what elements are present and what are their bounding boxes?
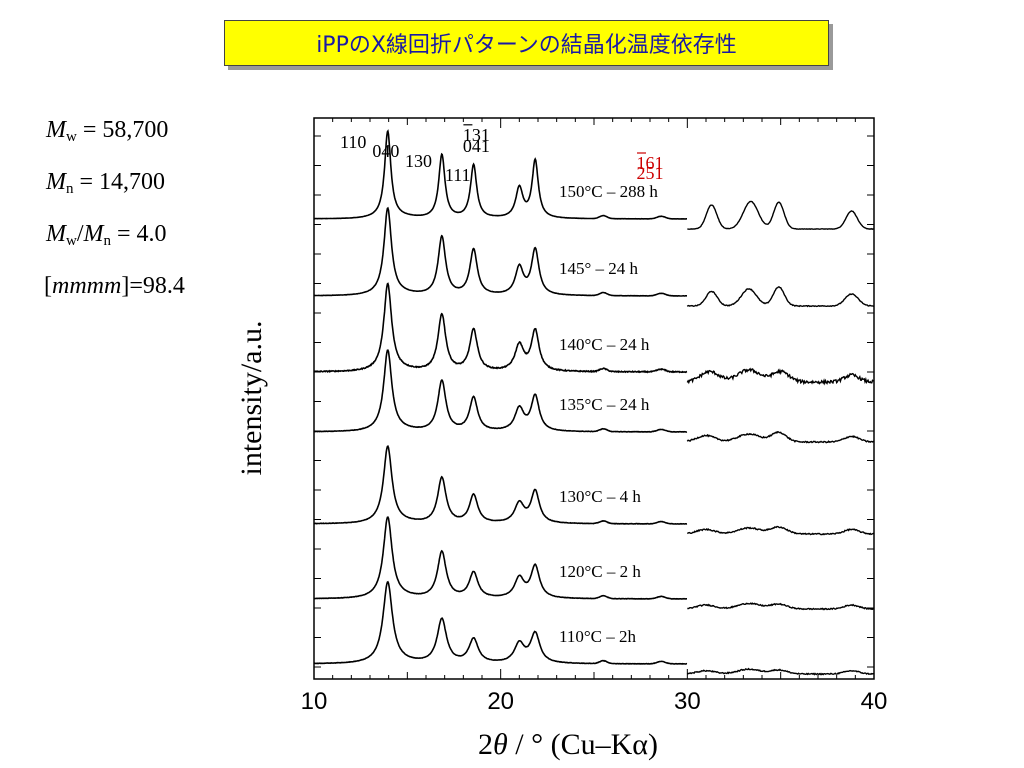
peak-index-label: 111 [445, 165, 471, 185]
dispersity-value: Mw/Mn = 4.0 [46, 221, 167, 249]
xrd-trace-highangle [686, 667, 875, 676]
x-tick-label: 10 [301, 688, 328, 715]
xrd-trace [313, 516, 687, 600]
x-tick-label: 20 [487, 688, 514, 715]
xrd-trace [313, 445, 688, 525]
peak-index-label: 161 [637, 153, 664, 173]
mn-value: Mn = 14,700 [46, 169, 166, 197]
slide-title: iPPのX線回折パターンの結晶化温度依存性 [224, 20, 829, 66]
xrd-trace [313, 282, 688, 374]
series-label: 145° – 24 h [559, 259, 639, 278]
peak-index-label: 131 [463, 125, 490, 145]
mw-value: Mw = 58,700 [46, 117, 169, 145]
x-tick-label: 40 [861, 688, 888, 715]
xrd-trace-highangle [686, 367, 875, 386]
tacticity-value: [mmmm]=98.4 [44, 273, 185, 299]
xrd-trace-highangle [686, 525, 875, 536]
series-label: 140°C – 24 h [559, 335, 650, 354]
series-label: 110°C – 2h [559, 627, 637, 646]
peak-index-label: 041 [463, 136, 490, 156]
xrd-trace [313, 349, 688, 433]
x-axis-label: 2θ / ° (Cu–Kα) [478, 728, 658, 761]
x-tick-label: 30 [674, 688, 701, 715]
xrd-trace-highangle [687, 200, 875, 230]
peak-index-label: 110 [340, 132, 366, 152]
series-label: 120°C – 2 h [559, 562, 641, 581]
peak-index-label: 040 [372, 141, 399, 161]
xrd-trace [313, 129, 687, 220]
series-label: 135°C – 24 h [559, 395, 650, 414]
xrd-trace-highangle [687, 602, 875, 611]
xrd-trace-highangle [686, 286, 874, 308]
xrd-trace [313, 206, 687, 297]
series-label: 130°C – 4 h [559, 487, 641, 506]
peak-index-label: 130 [405, 151, 432, 171]
peak-index-label: 251 [637, 163, 664, 183]
series-label: 150°C – 288 h [559, 182, 658, 201]
xrd-trace-highangle [686, 431, 875, 444]
xrd-trace [313, 580, 688, 665]
